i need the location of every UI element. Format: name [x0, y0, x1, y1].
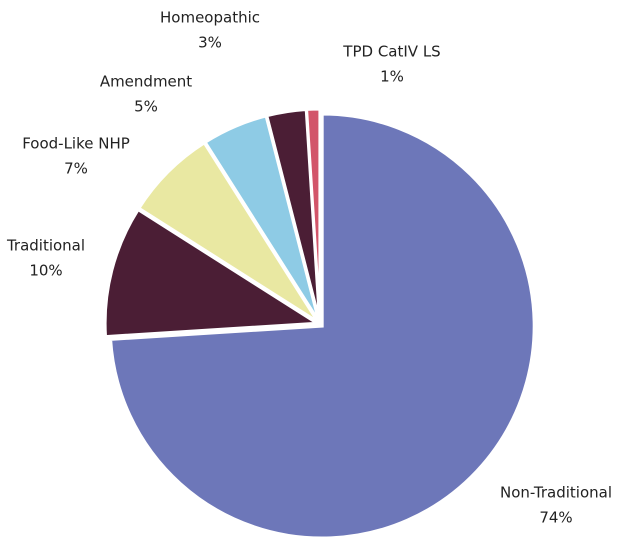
slice-value: 74%	[539, 509, 572, 527]
pie-slice	[305, 107, 322, 322]
slice-value: 10%	[29, 262, 62, 280]
slice-value: 3%	[198, 34, 222, 52]
slice-value: 5%	[134, 98, 158, 116]
pie-slice	[103, 207, 322, 339]
slice-label: Amendment	[100, 73, 192, 91]
pie-slice	[109, 112, 536, 538]
slice-label: TPD CatIV LS	[342, 43, 440, 61]
slice-value: 1%	[380, 68, 404, 86]
slice-label: Non-Traditional	[500, 484, 612, 502]
slice-label: Food-Like NHP	[22, 135, 130, 153]
slice-label: Homeopathic	[160, 9, 260, 27]
slice-value: 7%	[64, 160, 88, 178]
slice-label: Traditional	[6, 237, 85, 255]
